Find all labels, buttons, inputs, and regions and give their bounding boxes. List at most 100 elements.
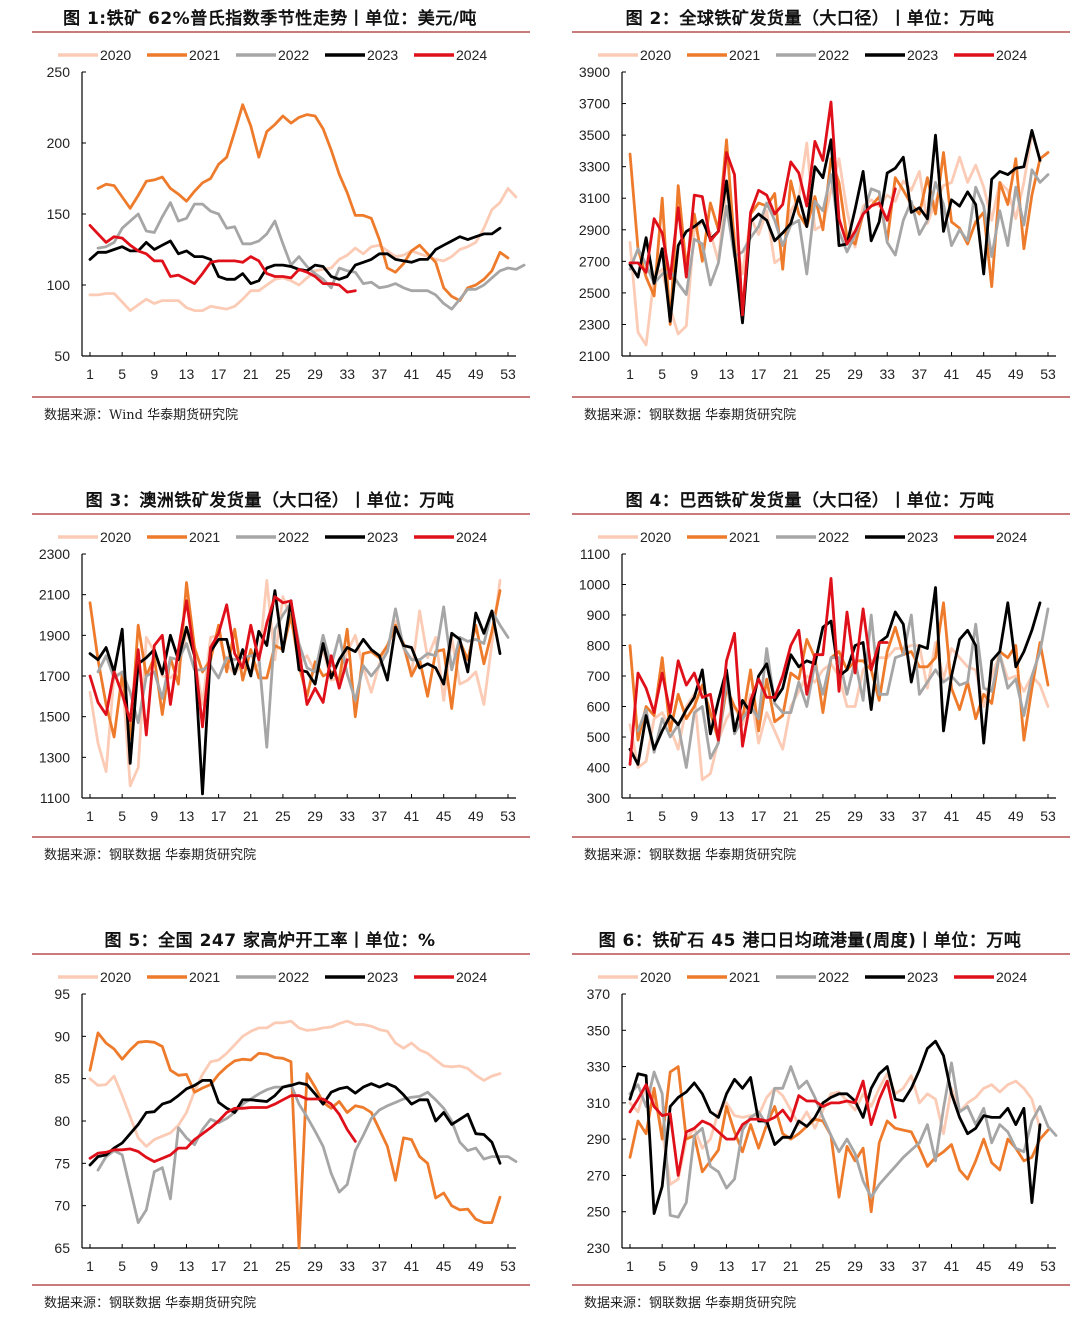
series-line-2021 <box>628 1065 1050 1214</box>
source-rule <box>32 1284 530 1286</box>
legend-label: 2022 <box>278 969 309 985</box>
legend-label: 2020 <box>640 529 671 545</box>
series-line-2022 <box>96 201 526 311</box>
x-tick-label: 37 <box>912 366 928 382</box>
y-tick-label: 1000 <box>579 577 610 593</box>
y-tick-label: 600 <box>587 699 611 715</box>
legend-item-2023: 2023 <box>325 47 398 63</box>
legend-item-2022: 2022 <box>236 969 309 985</box>
legend: 2020 2021 2022 2023 2024 <box>598 529 1027 545</box>
x-tick-label: 1 <box>86 808 94 824</box>
chart-title: 图 2：全球铁矿发货量（大口径）丨单位：万吨 <box>625 9 995 29</box>
x-tick-label: 49 <box>1008 366 1024 382</box>
x-tick-label: 49 <box>468 1258 484 1274</box>
legend-item-2024: 2024 <box>954 969 1027 985</box>
x-tick-label: 53 <box>500 1258 516 1274</box>
series-line-2020 <box>88 1019 502 1148</box>
x-tick-label: 45 <box>976 1258 992 1274</box>
x-tick-label: 17 <box>751 808 767 824</box>
legend-item-2023: 2023 <box>865 529 938 545</box>
y-tick-label: 3300 <box>579 159 610 175</box>
y-tick-label: 3100 <box>579 190 610 206</box>
y-tick-label: 2300 <box>579 316 610 332</box>
x-tick-label: 53 <box>500 808 516 824</box>
legend-label: 2024 <box>456 969 487 985</box>
y-tick-label: 3500 <box>579 127 610 143</box>
legend: 2020 2021 2022 2023 2024 <box>58 969 487 985</box>
source-rule <box>572 836 1070 838</box>
series-line-2022 <box>96 1083 518 1225</box>
legend-item-2022: 2022 <box>236 529 309 545</box>
legend-item-2023: 2023 <box>865 47 938 63</box>
y-tick-label: 330 <box>587 1059 611 1075</box>
legend-label: 2022 <box>818 529 849 545</box>
y-tick-label: 90 <box>54 1028 70 1044</box>
source-note: 数据来源：钢联数据 华泰期货研究院 <box>584 1296 797 1311</box>
y-tick-label: 2100 <box>579 348 610 364</box>
legend: 2020 2021 2022 2023 2024 <box>58 529 487 545</box>
series-line-2021 <box>96 103 510 303</box>
x-tick-label: 49 <box>468 808 484 824</box>
x-tick-label: 49 <box>1008 808 1024 824</box>
legend-item-2021: 2021 <box>687 529 760 545</box>
source-note: 数据来源：钢联数据 华泰期货研究院 <box>584 848 797 863</box>
x-tick-label: 45 <box>976 366 992 382</box>
x-tick-label: 37 <box>912 1258 928 1274</box>
x-tick-label: 45 <box>436 1258 452 1274</box>
y-tick-label: 310 <box>587 1095 611 1111</box>
y-tick-label: 250 <box>47 64 71 80</box>
x-tick-label: 25 <box>275 366 291 382</box>
chart-brazil-shipments: 2020 2021 2022 2023 2024 300 400 500 600 700 800 90… <box>579 529 1056 824</box>
legend-item-2024: 2024 <box>954 47 1027 63</box>
legend-item-2021: 2021 <box>147 47 220 63</box>
title-rule <box>32 31 530 33</box>
legend-item-2020: 2020 <box>58 529 131 545</box>
y-tick-label: 1300 <box>39 749 70 765</box>
legend-item-2020: 2020 <box>598 969 671 985</box>
x-tick-label: 45 <box>436 808 452 824</box>
source-rule <box>572 396 1070 398</box>
y-tick-label: 85 <box>54 1071 70 1087</box>
legend-label: 2020 <box>100 529 131 545</box>
x-tick-label: 41 <box>944 808 960 824</box>
x-tick-label: 33 <box>879 1258 895 1274</box>
chart-title: 图 1:铁矿 62%普氏指数季节性走势丨单位：美元/吨 <box>63 9 477 29</box>
title-rule <box>572 513 1070 515</box>
chart-title: 图 3：澳洲铁矿发货量（大口径）丨单位：万吨 <box>85 491 455 511</box>
x-tick-label: 9 <box>690 1258 698 1274</box>
title-rule <box>32 953 530 955</box>
x-tick-label: 33 <box>339 1258 355 1274</box>
y-tick-label: 80 <box>54 1113 70 1129</box>
source-rule <box>32 836 530 838</box>
x-tick-label: 53 <box>1040 808 1056 824</box>
legend-label: 2024 <box>996 969 1027 985</box>
x-tick-label: 29 <box>847 366 863 382</box>
source-note: 数据来源：钢联数据 华泰期货研究院 <box>584 408 797 423</box>
x-tick-label: 33 <box>879 366 895 382</box>
legend-label: 2020 <box>100 969 131 985</box>
legend-label: 2021 <box>729 47 760 63</box>
legend-item-2021: 2021 <box>147 529 220 545</box>
panel-blast-furnace-rate: 图 5：全国 247 家高炉开工率丨单位：% 2020 2021 2022 2023 2… <box>10 922 530 1327</box>
y-tick-label: 400 <box>587 760 611 776</box>
legend: 2020 2021 2022 2023 2024 <box>58 47 487 63</box>
legend-label: 2023 <box>367 529 398 545</box>
panel-iron-ore-platts: 图 1:铁矿 62%普氏指数季节性走势丨单位：美元/吨 2020 2021 2022… <box>10 0 530 440</box>
legend-item-2024: 2024 <box>414 47 487 63</box>
y-tick-label: 2100 <box>39 587 70 603</box>
legend-item-2024: 2024 <box>954 529 1027 545</box>
series-line-2024 <box>88 223 357 294</box>
legend-item-2022: 2022 <box>776 47 849 63</box>
legend-label: 2023 <box>907 529 938 545</box>
legend-item-2020: 2020 <box>598 47 671 63</box>
series-line-2024 <box>88 1094 357 1164</box>
x-tick-label: 21 <box>783 366 799 382</box>
x-tick-label: 13 <box>179 1258 195 1274</box>
x-tick-label: 37 <box>912 808 928 824</box>
series-line-2023 <box>88 226 502 286</box>
legend-label: 2022 <box>278 47 309 63</box>
legend-label: 2021 <box>189 969 220 985</box>
chart-iron-ore-platts: 2020 2021 2022 2023 2024 50 100 150 200 250 1 5 9 13 1… <box>47 47 526 382</box>
x-tick-label: 5 <box>658 1258 666 1274</box>
legend-label: 2021 <box>729 969 760 985</box>
